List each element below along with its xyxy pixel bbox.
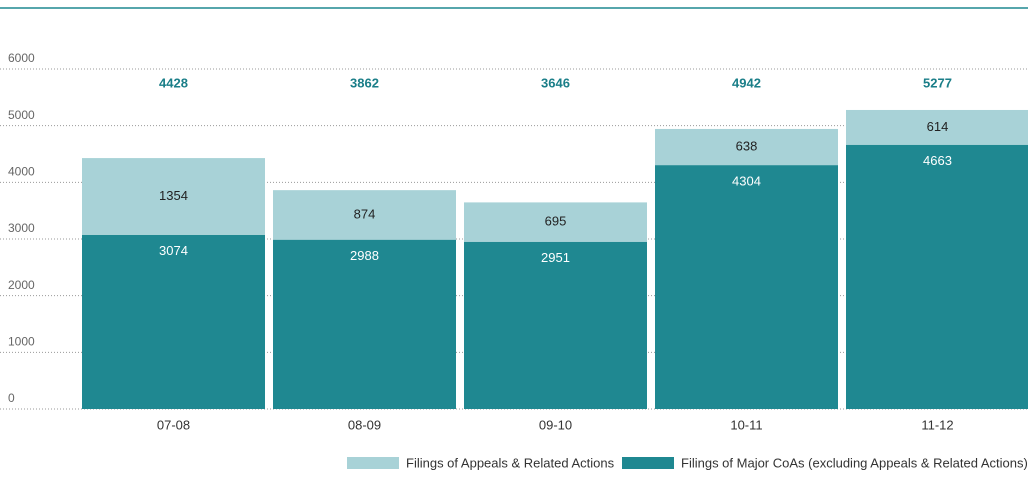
y-tick-label: 1000: [8, 335, 35, 349]
bar-segment: [273, 240, 456, 409]
total-label: 4428: [159, 75, 188, 90]
total-label: 3646: [541, 75, 570, 90]
value-label: 3074: [159, 243, 188, 258]
bar-segment: [464, 242, 647, 409]
y-tick-label: 3000: [8, 221, 35, 235]
value-label: 695: [545, 214, 567, 229]
value-label: 614: [927, 119, 949, 134]
y-tick-label: 0: [8, 391, 15, 405]
value-label: 874: [354, 206, 376, 221]
bar-segment: [846, 145, 1028, 409]
legend-swatch: [622, 457, 674, 469]
y-tick-label: 2000: [8, 278, 35, 292]
x-tick-label: 07-08: [157, 417, 190, 432]
x-tick-label: 10-11: [730, 417, 762, 432]
x-tick-label: 11-12: [921, 417, 953, 432]
value-label: 638: [736, 138, 758, 153]
chart: 0 1000 2000 3000 4000 5000 6000 3074 1354 4428 07-…: [0, 0, 1028, 489]
value-label: 2988: [350, 248, 379, 263]
total-label: 4942: [732, 75, 761, 90]
y-tick-label: 4000: [8, 165, 35, 179]
legend-label: Filings of Major CoAs (excluding Appeals…: [681, 455, 1028, 470]
total-label: 3862: [350, 75, 379, 90]
total-label: 5277: [923, 75, 952, 90]
value-label: 4663: [923, 153, 952, 168]
bar-segment: [82, 235, 265, 409]
y-tick-label: 5000: [8, 108, 35, 122]
value-label: 2951: [541, 250, 570, 265]
value-label: 1354: [159, 188, 188, 203]
legend-swatch: [347, 457, 399, 469]
value-label: 4304: [732, 174, 761, 189]
x-tick-label: 08-09: [348, 417, 381, 432]
x-tick-label: 09-10: [539, 417, 572, 432]
bar-segment: [655, 165, 838, 409]
y-tick-label: 6000: [8, 51, 35, 65]
legend-label: Filings of Appeals & Related Actions: [406, 455, 615, 470]
